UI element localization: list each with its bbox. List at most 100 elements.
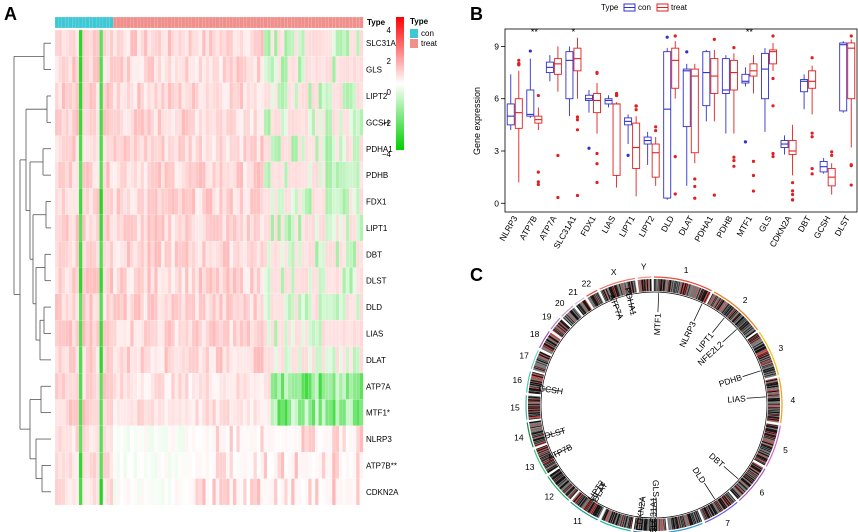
heatmap-cell (260, 293, 264, 321)
heatmap-cell (167, 267, 172, 294)
chromosome-band (737, 481, 748, 491)
heatmap-cell (96, 399, 100, 426)
annotation-cell (164, 16, 169, 29)
heatmap-cell (236, 161, 241, 189)
annotation-cell (215, 16, 220, 29)
heatmap-cell (184, 267, 189, 294)
heatmap-cell (239, 267, 244, 294)
annotation-cell (61, 16, 66, 29)
heatmap-cell (191, 346, 196, 374)
heatmap-cell (321, 478, 326, 506)
heatmap-cell (349, 188, 353, 215)
chromosome-band (766, 387, 779, 391)
heatmap-cell (181, 188, 186, 215)
heatmap-cell (181, 135, 186, 163)
heatmap-cell (133, 478, 138, 506)
heatmap-cell (260, 478, 264, 506)
chromosome-band (764, 431, 777, 436)
heatmap-cell (215, 214, 220, 242)
heatmap-cell (318, 135, 323, 163)
heatmap-cell (349, 29, 353, 57)
chromosome-band (766, 423, 779, 427)
heatmap-cell (260, 29, 264, 57)
chromosome-band (613, 513, 619, 525)
chromosome-band (766, 419, 779, 422)
heatmap-cell (253, 372, 258, 400)
heatmap-cell (328, 188, 333, 215)
heatmap-cell (284, 267, 288, 294)
heatmap-cell (338, 214, 343, 242)
heatmap-cell (161, 399, 165, 426)
heatmap-cell (109, 372, 114, 400)
chromosome-band (738, 480, 749, 489)
chromosome-band (736, 483, 746, 492)
heatmap-cell (222, 109, 227, 136)
heatmap-cell (246, 214, 251, 242)
heatmap-cell (78, 399, 83, 426)
chromosome-band (615, 513, 621, 526)
heatmap-cell (243, 267, 247, 294)
heatmap-cell (359, 293, 364, 321)
heatmap-cell (106, 56, 110, 83)
heatmap-cell (54, 399, 59, 426)
heatmap-cell (123, 161, 128, 189)
heatmap-cell (89, 372, 93, 400)
heatmap-cell (61, 188, 66, 215)
annotation-cell (256, 16, 261, 29)
chromosome-band (748, 467, 760, 476)
heatmap-cell (184, 214, 189, 242)
heatmap-cell (164, 214, 169, 242)
annotation-cell (119, 16, 124, 29)
heatmap-cell (239, 135, 244, 163)
heatmap-cell (311, 109, 316, 136)
chromosome-band (764, 430, 777, 435)
heatmap-cell (301, 56, 306, 83)
heatmap-cell (328, 29, 333, 57)
chromosome-band (766, 423, 779, 427)
heatmap-cell (359, 372, 364, 400)
heatmap-cell (219, 425, 223, 453)
heatmap-cell (294, 56, 299, 83)
heatmap-cell (222, 161, 227, 189)
heatmap-cell (273, 399, 278, 426)
heatmap-cell (291, 293, 295, 321)
heatmap-cell (72, 241, 76, 268)
heatmap-cell (157, 82, 162, 110)
chromosome-band (698, 288, 704, 301)
legend-label-treat: treat (421, 39, 438, 48)
heatmap-cell (239, 109, 244, 136)
heatmap-cell (321, 372, 326, 400)
heatmap-cell (72, 135, 76, 163)
chromosome-band (756, 348, 768, 355)
heatmap-cell (85, 82, 90, 110)
heatmap-cell (133, 346, 138, 374)
heatmap-cell (318, 188, 323, 215)
chromosome-band (756, 349, 768, 356)
heatmap-cell (75, 372, 80, 400)
heatmap-cell (325, 82, 329, 110)
heatmap-cell (72, 452, 76, 479)
heatmap-cell (157, 109, 162, 136)
chromosome-band (723, 305, 732, 316)
chromosome-band (529, 388, 542, 391)
chromosome-band (539, 351, 551, 358)
annotation-cell (82, 16, 87, 29)
outlier-treat (673, 34, 677, 38)
heatmap-cell (188, 214, 193, 242)
heatmap-cell (188, 109, 193, 136)
chromosome-band (567, 487, 577, 498)
annotation-cell (222, 16, 227, 29)
chromosome-band (602, 289, 609, 301)
heatmap-cell (106, 452, 110, 479)
heatmap-cell (140, 82, 145, 110)
heatmap-cell (174, 188, 179, 215)
chromosome-band (593, 504, 600, 516)
chromosome-band (616, 284, 622, 297)
chromosome-band (754, 346, 766, 353)
chromosome-band (562, 317, 573, 327)
heatmap-cell (68, 56, 73, 83)
heatmap-cell (198, 425, 203, 453)
heatmap-cell (99, 82, 104, 110)
heatmap-cell (92, 214, 97, 242)
heatmap-cell (109, 293, 114, 321)
